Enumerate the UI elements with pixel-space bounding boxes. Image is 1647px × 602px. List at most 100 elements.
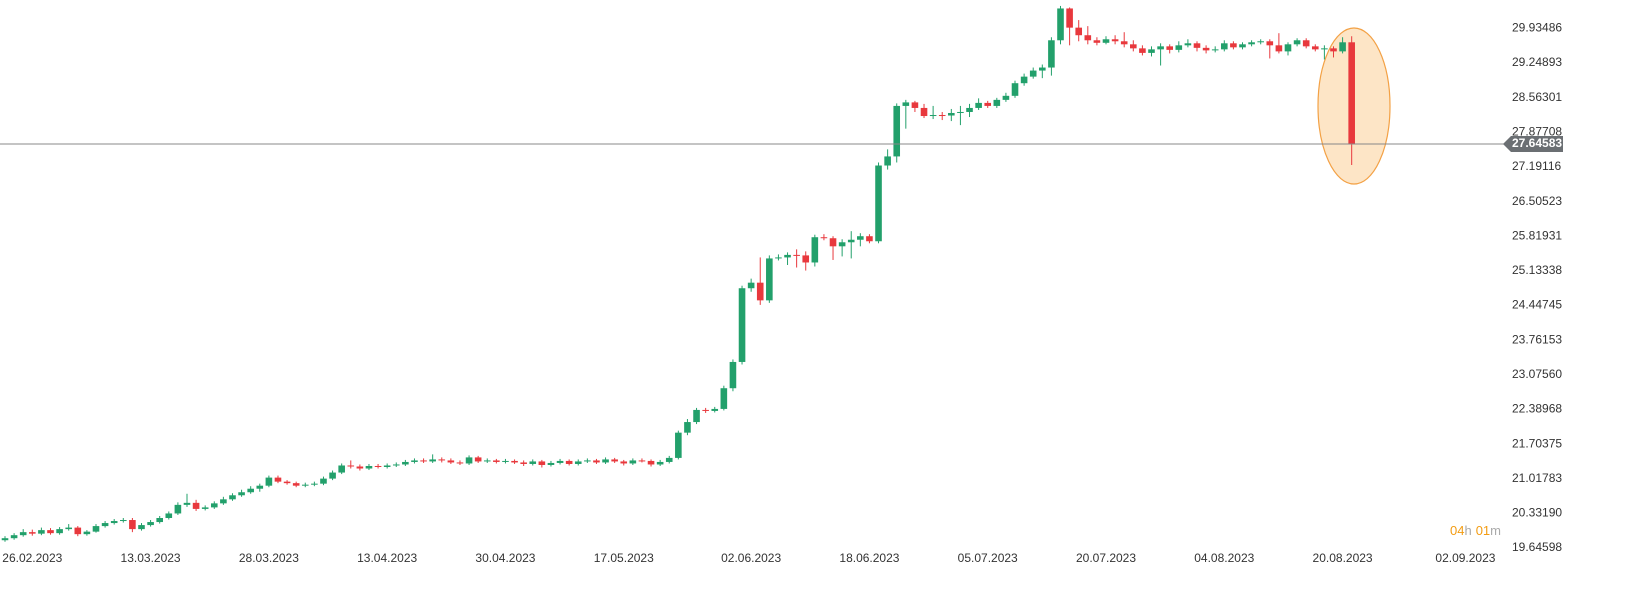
candle-body [156, 518, 163, 523]
candle-body [620, 461, 628, 464]
x-tick-label: 05.07.2023 [958, 551, 1018, 565]
y-tick-label: 26.50523 [1512, 194, 1562, 208]
candle-body [993, 99, 1001, 106]
candle-body [238, 492, 245, 496]
candle-body [847, 239, 855, 243]
candle-body [1348, 42, 1355, 145]
x-tick-label: 26.02.2023 [2, 551, 62, 565]
candle-body [948, 112, 955, 116]
candle-body [556, 460, 564, 463]
candle-body [92, 526, 100, 532]
candle-body [1048, 40, 1055, 68]
candle-body [56, 529, 63, 534]
current-price-box [1503, 136, 1563, 153]
candle-body [929, 115, 937, 117]
candle-body [574, 461, 582, 464]
candle-body [1, 538, 9, 541]
candle-body [957, 111, 964, 113]
candle-body [247, 488, 254, 493]
candle-body [147, 522, 154, 526]
y-tick-label: 28.56301 [1512, 90, 1562, 104]
candle-body [320, 478, 327, 484]
candle-body [1311, 46, 1319, 50]
candle-body [529, 461, 537, 464]
candle-body [420, 460, 427, 462]
candle-body [1166, 46, 1173, 50]
candle-body [138, 525, 145, 530]
candle-body [1257, 41, 1264, 43]
y-tick-label: 27.87708 [1512, 125, 1562, 139]
y-tick-label: 22.38968 [1512, 402, 1562, 416]
candle-body [711, 408, 719, 411]
candle-body [702, 409, 709, 411]
candle-body [38, 530, 45, 534]
candle-body [1175, 45, 1183, 50]
candle-body [1039, 67, 1046, 71]
countdown-hours: 04 [1450, 523, 1464, 538]
x-tick-label: 17.05.2023 [594, 551, 654, 565]
y-tick-label: 25.13338 [1512, 263, 1562, 277]
candle-body [611, 459, 618, 462]
candle-body [83, 531, 91, 535]
candle-body [602, 459, 609, 463]
candle-body [565, 460, 573, 464]
candle-body [1102, 39, 1110, 43]
x-tick-label: 20.08.2023 [1313, 551, 1373, 565]
candle-body [802, 255, 810, 263]
countdown: 04h 01m [1450, 523, 1501, 538]
candle-body [675, 432, 682, 458]
candle-body [1139, 48, 1146, 53]
candle-body [1057, 8, 1064, 41]
candle-body [1330, 48, 1337, 52]
candle-body [593, 460, 600, 463]
candle-body [656, 461, 664, 465]
candle-body [984, 102, 992, 106]
candle-body [893, 105, 901, 157]
candle-body [1284, 44, 1292, 52]
candle-body [1339, 42, 1346, 52]
candle-body [1230, 43, 1237, 48]
candle-body [374, 465, 382, 467]
candle-body [1029, 70, 1037, 77]
candle-body [365, 465, 373, 469]
y-tick-label: 20.33190 [1512, 506, 1562, 520]
candle-body [47, 530, 54, 534]
candle-body [19, 532, 27, 536]
x-tick-label: 02.09.2023 [1435, 551, 1495, 565]
candle-body [838, 242, 846, 247]
candle-body [975, 102, 982, 108]
candle-body [265, 477, 273, 486]
current-price-label: 27.64583 [1512, 136, 1562, 150]
candle-body [902, 102, 910, 106]
candle-body [1148, 49, 1155, 53]
candle-body [638, 460, 646, 462]
x-tick-label: 02.06.2023 [721, 551, 781, 565]
candle-body [584, 460, 591, 462]
candle-body [693, 409, 700, 423]
candle-body [1220, 43, 1228, 50]
candle-body [220, 499, 227, 504]
candle-body [29, 532, 36, 534]
candle-body [110, 521, 118, 524]
candle-body [684, 422, 691, 433]
candle-body [793, 254, 800, 256]
y-tick-label: 27.19116 [1512, 159, 1561, 173]
candle-body [192, 502, 200, 509]
candle-body [866, 236, 873, 242]
candle-body [347, 465, 355, 467]
candle-body [356, 466, 364, 469]
candle-body [429, 459, 436, 462]
candle-body [747, 282, 755, 289]
y-tick-label: 29.93486 [1512, 21, 1562, 35]
candle-body [1266, 41, 1274, 46]
x-tick-label: 13.03.2023 [121, 551, 181, 565]
candle-body [1293, 40, 1301, 45]
candle-body [875, 165, 882, 242]
candle-body [756, 282, 764, 301]
y-tick-label: 21.70375 [1512, 436, 1562, 450]
candle-body [1075, 27, 1083, 36]
candle-body [911, 102, 919, 108]
candle-body [383, 465, 391, 467]
candle-body [119, 520, 127, 522]
